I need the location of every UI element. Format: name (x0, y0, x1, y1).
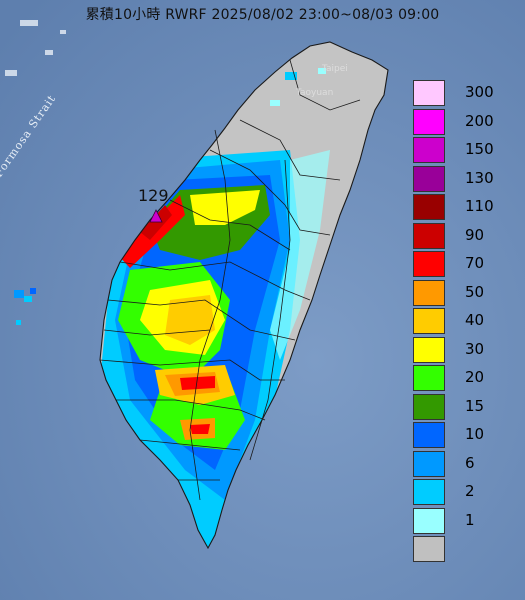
legend-swatch (413, 165, 445, 192)
legend-label: 150 (465, 140, 494, 158)
legend-label: 6 (465, 453, 475, 472)
legend-swatch (413, 308, 445, 334)
legend-label: 15 (465, 396, 485, 415)
legend-swatch (413, 251, 445, 277)
legend-label: 110 (465, 197, 494, 215)
legend-swatch (413, 536, 445, 562)
legend-label: 40 (465, 311, 485, 329)
legend-label: 90 (465, 225, 485, 244)
legend-label: 50 (465, 282, 485, 301)
legend-label: 70 (465, 254, 485, 272)
legend-swatch (413, 365, 445, 391)
map-title: 累積10小時 RWRF 2025/08/02 23:00~08/03 09:00 (85, 7, 440, 23)
legend-swatch (413, 422, 445, 448)
legend-swatch (413, 108, 445, 135)
legend-swatch (413, 194, 445, 220)
legend-swatch (413, 80, 445, 106)
legend-swatch (413, 479, 445, 505)
legend-label: 200 (465, 111, 494, 130)
county-boundaries (99, 41, 389, 550)
legend-swatch (413, 222, 445, 249)
legend-swatch (413, 279, 445, 306)
legend-label: 2 (465, 482, 475, 500)
taipei-label: Taipei (322, 64, 348, 74)
legend-label: 130 (465, 168, 494, 187)
legend-label: 20 (465, 368, 485, 386)
max-rain-value: 129 (138, 186, 169, 205)
taoyuan-label: Taoyuan (296, 88, 334, 98)
legend-label: 1 (465, 510, 475, 529)
legend-label: 300 (465, 83, 494, 101)
legend-swatch (413, 507, 445, 534)
max-rain-marker (149, 209, 163, 223)
legend-swatch (413, 450, 445, 477)
legend-swatch (413, 336, 445, 363)
penghu-islands (14, 288, 36, 325)
legend-swatch (413, 393, 445, 420)
legend-label: 30 (465, 339, 485, 358)
coast-specks (5, 20, 66, 76)
legend-label: 10 (465, 425, 485, 443)
legend-swatch (413, 137, 445, 163)
